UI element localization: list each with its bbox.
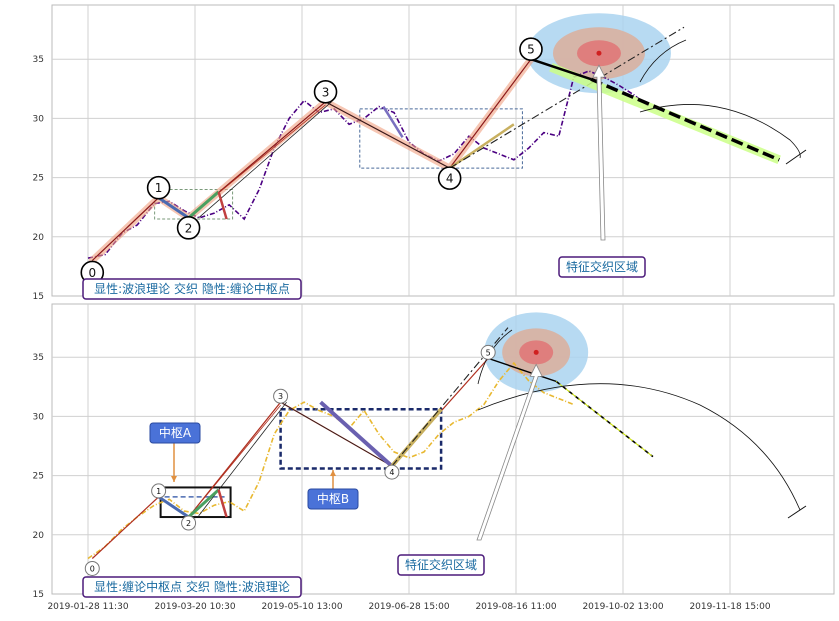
wave-point-marker <box>146 175 171 200</box>
price-series <box>87 70 650 259</box>
arc-tick <box>785 149 807 165</box>
y-tick-label: 25 <box>33 174 44 184</box>
feature-zone-center <box>533 349 539 355</box>
subwave-red <box>217 191 228 220</box>
wave-point-marker <box>313 80 338 104</box>
x-tick-label: 2019-05-10 13:00 <box>261 602 342 612</box>
y-tick-label: 20 <box>33 531 45 541</box>
wave-point-marker <box>273 388 289 404</box>
callout-box <box>397 554 485 576</box>
wave-point-marker <box>519 37 543 62</box>
wave-point-label: 3 <box>322 85 330 99</box>
wave-point-label: 5 <box>527 43 535 57</box>
pivot-label-box <box>307 488 359 510</box>
annotation-text: 显性:波浪理论 交织 隐性:缠论中枢点 <box>94 281 290 296</box>
x-tick-label: 2019-11-18 15:00 <box>689 602 770 612</box>
subwave-tan <box>448 123 515 170</box>
y-tick-label: 35 <box>33 353 44 363</box>
channel-line <box>198 401 287 517</box>
projection-arc-small <box>639 39 687 83</box>
subwave-purple <box>382 105 404 139</box>
wave-point-label: 2 <box>186 519 191 528</box>
callout-box <box>558 256 646 278</box>
pivot-label-text: 中枢B <box>317 491 349 506</box>
pivot-box-b <box>359 108 523 169</box>
x-tick-label: 2019-08-16 11:00 <box>475 602 556 612</box>
subwave-green <box>187 488 220 519</box>
wave-point-label: 0 <box>90 564 95 573</box>
subwave-red <box>217 489 228 518</box>
x-tick-label: 2019-03-20 10:30 <box>154 602 235 612</box>
forecast-solid <box>487 357 557 383</box>
callout-text: 特征交织区域 <box>405 557 477 572</box>
x-tick-label: 2019-01-28 11:30 <box>47 602 128 612</box>
channel-line <box>325 101 450 169</box>
callout-arrow <box>476 363 543 541</box>
subwave-green <box>187 190 220 219</box>
y-tick-label: 15 <box>33 590 44 600</box>
forecast-dashed-yellow <box>555 380 654 458</box>
subwave-blue <box>157 495 190 519</box>
annotation-box <box>82 576 302 598</box>
y-tick-label: 30 <box>33 114 45 124</box>
wave-point-marker <box>181 515 197 531</box>
arc-tick <box>787 505 807 519</box>
annotation-box <box>82 278 302 300</box>
wave-point-marker <box>437 166 462 190</box>
trend-line <box>449 26 685 169</box>
annotation-text: 显性:缠论中枢点 交织 隐性:波浪理论 <box>94 579 290 594</box>
pivot-label-box <box>149 422 201 444</box>
wave-point-label: 4 <box>446 172 454 186</box>
plot-frame <box>51 303 835 595</box>
y-tick-label: 25 <box>33 472 44 482</box>
forecast-dashed <box>590 77 780 162</box>
projection-arc <box>639 104 801 159</box>
subwave-purple <box>319 400 394 468</box>
forecast-solid <box>530 58 592 81</box>
callout-text: 特征交织区域 <box>566 259 638 274</box>
wave-point-marker <box>151 483 167 499</box>
wave-point-label: 3 <box>278 392 283 401</box>
y-tick-label: 15 <box>33 292 44 302</box>
label-arrowhead <box>171 476 177 482</box>
wave-point-label: 4 <box>389 468 394 477</box>
wave-point-label: 0 <box>88 266 96 280</box>
y-tick-label: 30 <box>33 412 45 422</box>
subwave-blue <box>157 196 190 220</box>
plot-frame <box>51 4 835 297</box>
wave-point-marker <box>480 344 496 360</box>
callout-arrow <box>592 64 606 241</box>
feature-zone-center <box>596 50 602 56</box>
y-tick-label: 20 <box>33 233 45 243</box>
x-tick-label: 2019-06-28 15:00 <box>368 602 449 612</box>
channel-line <box>188 404 281 518</box>
wave-skeleton <box>91 58 532 261</box>
projection-arc <box>477 383 801 511</box>
wave-point-label: 5 <box>486 348 491 357</box>
x-tick-label: 2019-10-02 13:00 <box>582 602 663 612</box>
wave-point-marker <box>384 464 400 480</box>
wave-point-label: 1 <box>155 181 163 195</box>
wave-point-marker <box>176 216 201 240</box>
pivot-box-b <box>279 408 443 470</box>
wave-point-label: 2 <box>185 221 193 235</box>
pivot-label-text: 中枢A <box>159 425 192 440</box>
y-tick-label: 35 <box>33 55 44 65</box>
label-arrowhead <box>330 470 336 476</box>
wave-point-marker <box>84 560 100 576</box>
channel-line <box>280 401 393 467</box>
wave-point-label: 1 <box>156 487 161 496</box>
